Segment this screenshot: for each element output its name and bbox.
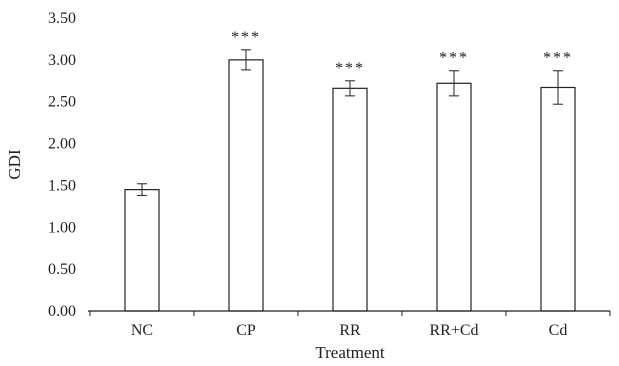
y-axis-ticks: 0.00 0.50 1.00 1.50 2.00 2.50 3.00 3.50 xyxy=(48,10,76,320)
x-tick-label: NC xyxy=(131,322,153,339)
bar xyxy=(124,189,160,312)
y-tick-label: 1.00 xyxy=(48,219,76,236)
significance-label: *** xyxy=(439,50,469,67)
error-bars-group xyxy=(137,49,563,197)
x-tick-label: Cd xyxy=(549,322,568,339)
y-tick-label: 3.50 xyxy=(48,10,76,27)
significance-labels-group: *** *** *** *** xyxy=(231,29,573,77)
y-tick-label: 0.00 xyxy=(48,303,76,320)
significance-label: *** xyxy=(543,50,573,67)
y-tick-label: 2.00 xyxy=(48,136,76,153)
bar xyxy=(436,82,472,312)
x-axis-ticks: NC CP RR RR+Cd Cd xyxy=(89,311,611,339)
y-tick-label: 1.50 xyxy=(48,177,76,194)
significance-label: *** xyxy=(335,60,365,77)
y-tick-label: 0.50 xyxy=(48,261,76,278)
x-tick-label: RR+Cd xyxy=(429,322,478,339)
bar xyxy=(540,86,576,312)
bar xyxy=(332,87,368,312)
y-tick-label: 3.00 xyxy=(48,52,76,69)
x-axis-title: Treatment xyxy=(315,343,385,362)
bars-group xyxy=(124,59,576,312)
y-tick-label: 2.50 xyxy=(48,94,76,111)
bar xyxy=(228,59,264,312)
significance-label: *** xyxy=(231,29,261,46)
x-tick-label: CP xyxy=(236,322,256,339)
x-tick-label: RR xyxy=(339,322,361,339)
y-axis-title: GDI xyxy=(5,149,24,180)
